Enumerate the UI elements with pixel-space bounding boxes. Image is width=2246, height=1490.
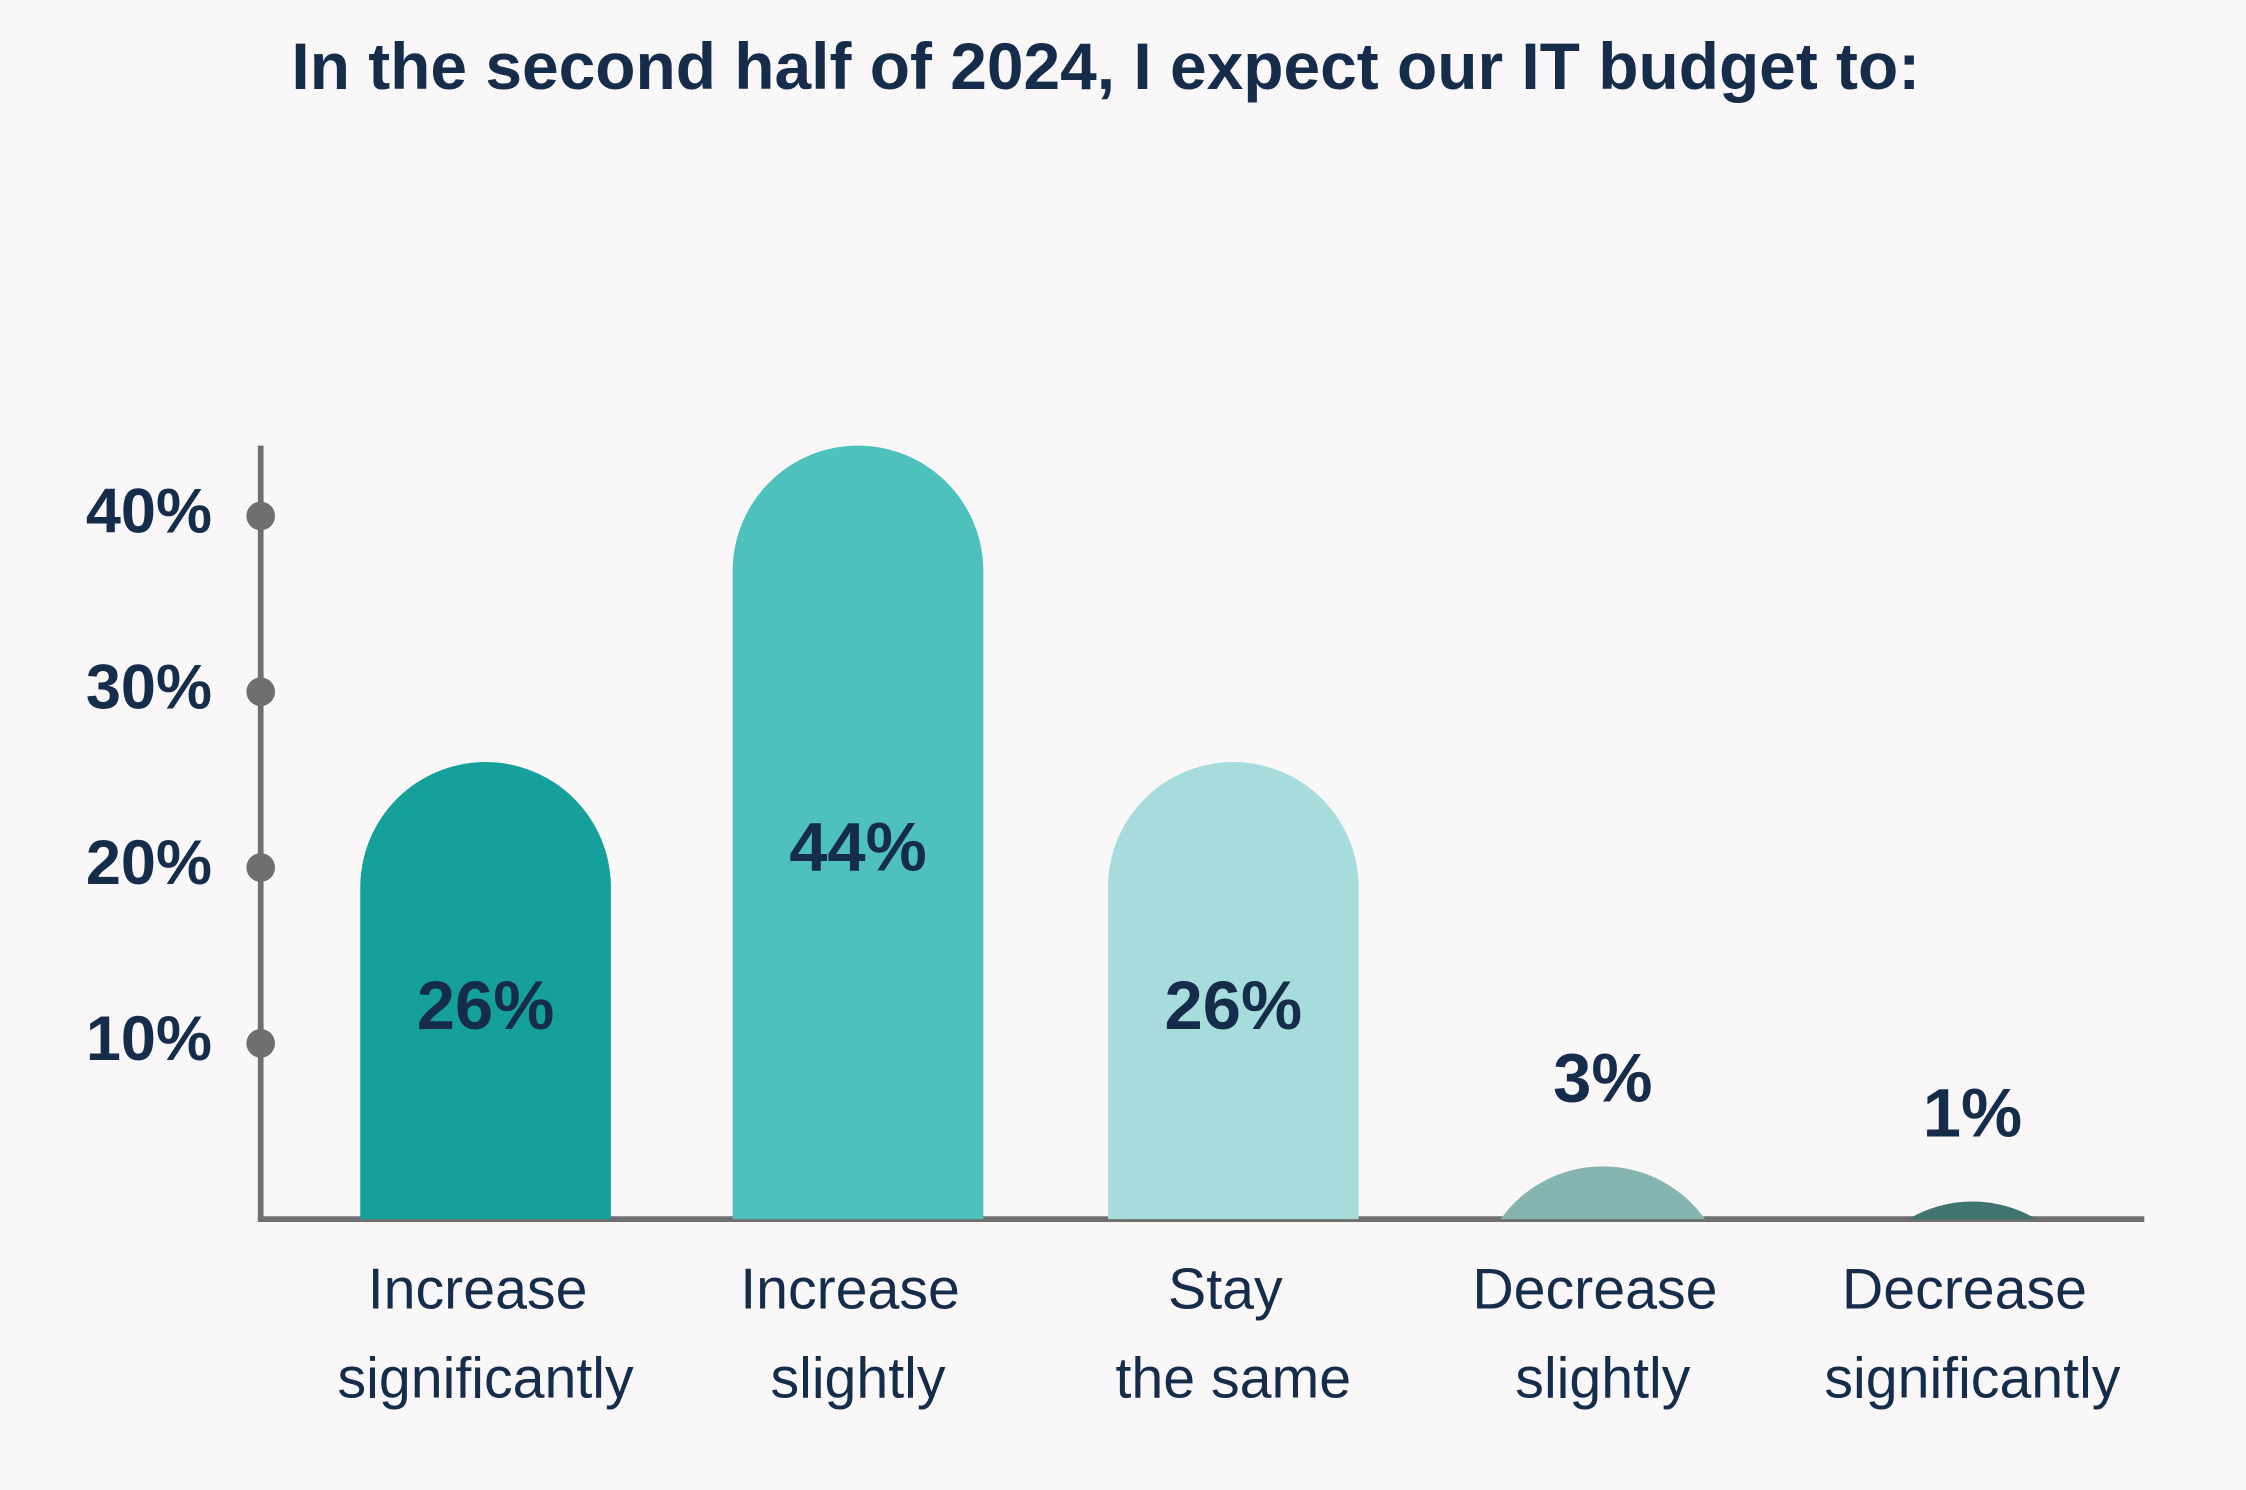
x-tick-label: Increase significantly: [338, 1258, 634, 1411]
y-tick-label: 30%: [86, 652, 212, 722]
x-tick-label-line: Stay: [1168, 1258, 1299, 1322]
x-tick-label: Increase slightly: [740, 1258, 976, 1411]
bar: [360, 762, 611, 1220]
y-tick-mark: [246, 677, 276, 707]
value-label: 1%: [1923, 1075, 2022, 1152]
value-label: 3%: [1553, 1039, 1652, 1116]
x-tick-label-line: Decrease: [1472, 1258, 1733, 1322]
y-tick-label: 20%: [86, 828, 212, 898]
x-tick-label-line: significantly: [338, 1347, 634, 1411]
x-tick-label-line: Increase: [368, 1258, 604, 1322]
x-tick-label-line: the same: [1115, 1347, 1351, 1411]
chart-title: In the second half of 2024, I expect our…: [291, 29, 1920, 103]
x-tick-label: Decrease significantly: [1824, 1258, 2120, 1411]
y-tick-mark: [246, 501, 276, 531]
x-tick-label-line: slightly: [1515, 1347, 1690, 1411]
bar: [1107, 762, 1359, 1220]
y-tick-label: 10%: [86, 1004, 212, 1074]
bar: [1500, 1166, 1706, 1220]
value-label: 44%: [789, 809, 927, 886]
x-tick-label-line: significantly: [1824, 1347, 2120, 1411]
x-tick-label: Stay the same: [1115, 1258, 1351, 1411]
x-tick-label: Decrease slightly: [1472, 1258, 1733, 1411]
value-label: 26%: [417, 967, 555, 1044]
value-label: 26%: [1164, 967, 1302, 1044]
y-tick-label: 40%: [86, 477, 212, 547]
x-tick-label-line: Increase: [740, 1258, 976, 1322]
y-tick-mark: [246, 1029, 276, 1058]
bar: [1908, 1201, 2037, 1220]
bar: [732, 445, 984, 1220]
x-tick-label-line: slightly: [770, 1347, 945, 1411]
x-tick-label-line: Decrease: [1842, 1258, 2103, 1322]
y-tick-mark: [246, 853, 276, 882]
